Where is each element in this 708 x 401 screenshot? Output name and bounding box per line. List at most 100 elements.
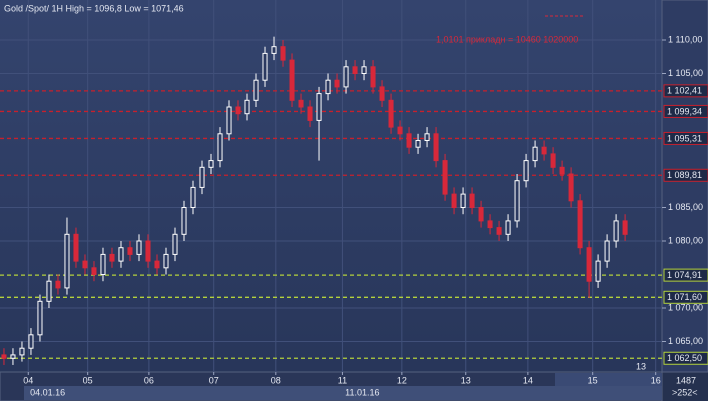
candle-body [505,220,511,235]
level-label: 1 095,31 [667,133,702,143]
candle-body [298,99,304,108]
candle-body [181,207,187,235]
candle-body [217,133,223,162]
candle-body [1,354,7,359]
level-label: 1 089,81 [667,170,702,180]
candle-body [325,79,331,95]
y-tick-label: 1 080,00 [668,235,703,245]
y-tick-label: 1 105,00 [668,68,703,78]
candle-body [289,59,295,101]
level-label: 1 102,41 [667,86,702,96]
chart-title: Gold /Spot/ 1H High = 1096,8 Low = 1071,… [4,3,184,13]
candle-body [145,240,151,262]
candle-body [415,140,421,148]
candle-body [136,240,142,255]
candle-body [460,193,466,209]
x-tick-label: 04 [23,375,33,385]
level-label: 1 099,34 [667,106,702,116]
date-label: 11.01.16 [345,387,379,397]
candle-body [352,66,358,75]
candle-body [73,233,79,262]
level-label-box [663,351,708,365]
info: 1487 [676,375,696,385]
x-tick-label: 07 [209,375,219,385]
candle-body [514,180,520,222]
candle-body [343,66,349,88]
candle-body [370,66,376,88]
candle-body [559,166,565,175]
x-tick-label: 08 [271,375,281,385]
date-strip [24,386,662,400]
candle-body [244,99,250,115]
candle-body [541,146,547,155]
candle-body [208,160,214,168]
plot-area [0,0,662,372]
candle-body [397,126,403,135]
candle-body [586,247,592,282]
level-label: 1 062,50 [667,353,702,363]
candle-body [568,173,574,202]
candle-body [64,233,70,289]
candle-body [334,79,340,88]
candle-body [172,233,178,255]
date-label: 04.01.16 [30,387,65,397]
candle-body [595,260,601,282]
candle-body [100,253,106,276]
candle-body [118,247,124,262]
candle-body [622,220,628,235]
candle-body [19,347,25,356]
level-label-box [663,268,708,282]
candle-body [163,253,169,269]
y-tick-label: 1 085,00 [668,202,703,212]
candle-body [253,79,259,101]
candle-body [190,186,196,209]
level-label-box [663,290,708,304]
candle-body [451,193,457,209]
candle-body [496,227,502,235]
candle-body [613,220,619,242]
corner-label: 13 [636,361,646,371]
candle-body [109,253,115,262]
candle-body [262,52,268,81]
candle-body [46,280,52,302]
candle-body [523,160,529,182]
candle-body [154,260,160,269]
candle-body [406,133,412,148]
candle-body [10,354,16,359]
x-tick-label: 15 [588,375,598,385]
candle-body [469,193,475,209]
x-tick-label: 14 [523,375,533,385]
candle-body [235,106,241,115]
candle-body [82,260,88,269]
x-tick-label: 16 [651,375,661,385]
candle-body [37,300,43,336]
level-label-box [663,168,708,182]
candle-body [127,247,133,255]
candle-body [604,240,610,262]
level-label-box [663,84,708,98]
candle-body [226,106,232,135]
candle-body [550,153,556,168]
level-label: 1 071,60 [667,292,702,302]
candle-body [307,106,313,121]
candle-body [478,207,484,222]
candle-body [361,66,367,75]
candle-body [388,99,394,128]
candle-body [199,166,205,188]
level-label-box [663,104,708,118]
candle-body [577,200,583,249]
candle-body [316,93,322,121]
candle-body [271,46,277,54]
x-tick-label: 13 [461,375,471,385]
candle-body [91,267,97,276]
x-tick-label: 06 [144,375,154,385]
candle-body [55,280,61,289]
price-axis [661,0,708,373]
x-tick-label: 11 [338,375,347,385]
candle-body [280,46,286,61]
y-tick-label: 1 070,00 [668,302,703,312]
info: >252< [672,387,698,397]
level-label-box [663,131,708,145]
candle-body [28,334,34,349]
